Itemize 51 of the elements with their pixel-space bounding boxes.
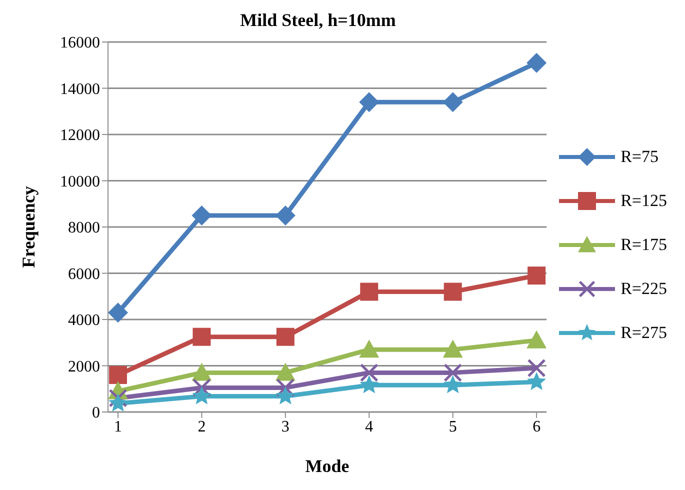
point [276, 386, 295, 404]
point [108, 393, 128, 412]
y-tick-label: 4000 [68, 312, 100, 330]
x-tick-label: 6 [532, 418, 541, 436]
point [444, 282, 462, 301]
point [192, 386, 212, 404]
point [443, 375, 462, 394]
point [108, 302, 128, 323]
x-tick-label: 2 [198, 418, 206, 436]
point [359, 340, 380, 358]
legend-label: R=75 [620, 147, 658, 167]
point [360, 375, 379, 394]
point [109, 366, 127, 384]
point [276, 378, 295, 397]
point [276, 328, 294, 346]
x-tick-label: 1 [114, 418, 122, 436]
x-tick-label: 5 [448, 418, 457, 436]
y-tick-label: 0 [92, 404, 100, 422]
point [360, 363, 378, 382]
point [442, 340, 463, 358]
y-tick-label: 8000 [68, 220, 100, 237]
y-tick-label: 14000 [60, 80, 100, 98]
point [360, 282, 378, 301]
y-tick-label: 6000 [68, 266, 100, 283]
chart-title: Mild Steel, h=10mm [239, 10, 397, 31]
point [527, 372, 546, 390]
y-tick-label: 10000 [60, 173, 100, 190]
point [527, 358, 546, 378]
y-axis-title: Frequency [18, 186, 38, 268]
y-tick-label: 12000 [60, 127, 100, 144]
point [192, 362, 212, 381]
point [359, 92, 380, 112]
legend-label: R=225 [620, 279, 667, 299]
point [444, 363, 462, 382]
x-tick-label: 4 [365, 418, 374, 436]
point [108, 388, 128, 408]
legend-label: R=275 [620, 323, 667, 343]
legend-label: R=125 [620, 191, 667, 211]
point [192, 328, 211, 346]
x-tick-label: 3 [281, 418, 290, 436]
y-tick-label: 2000 [68, 358, 100, 376]
point [275, 362, 296, 381]
point [442, 92, 463, 112]
point [192, 378, 211, 397]
point [528, 266, 546, 285]
point [526, 330, 547, 348]
point [192, 205, 212, 226]
x-axis-title: Mode [305, 456, 350, 476]
legend-label: R=175 [620, 235, 667, 255]
y-tick-label: 16000 [60, 34, 100, 52]
point [526, 52, 547, 73]
